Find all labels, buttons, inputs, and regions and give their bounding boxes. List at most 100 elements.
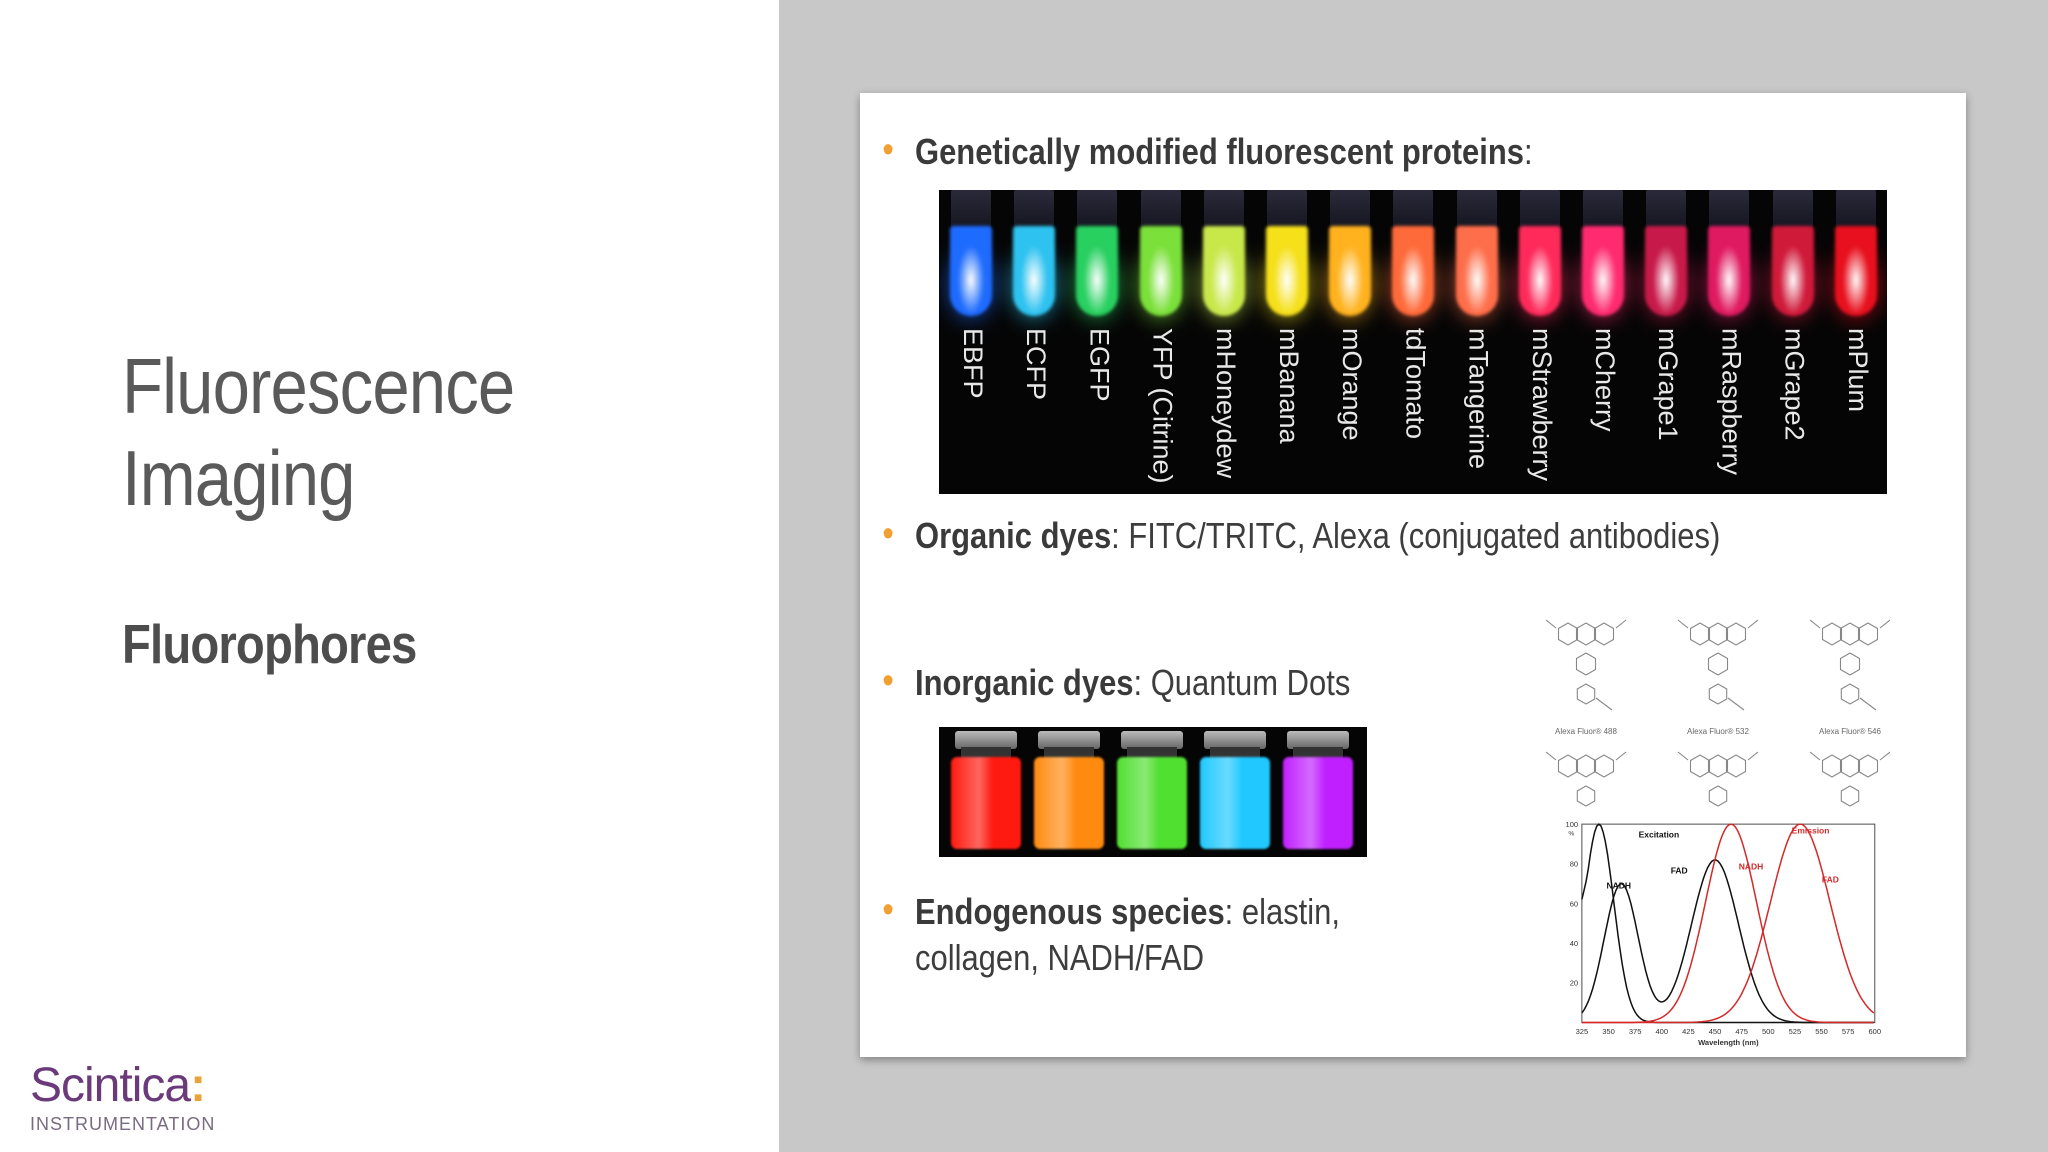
protein-label: YFP (Citrine) [1147, 328, 1178, 484]
vial-cap [955, 731, 1017, 749]
bond [1545, 619, 1557, 629]
bullet-bold: Inorganic dyes [915, 662, 1134, 703]
tube-cap [1519, 190, 1560, 230]
vial-neck [1293, 747, 1343, 759]
y-unit-label: % [1568, 830, 1574, 837]
tube-cap [1772, 190, 1813, 230]
tube-cap [1583, 190, 1623, 230]
left-panel: Fluorescence Imaging Fluorophores Scinti… [0, 0, 779, 1152]
tube-cap [1140, 190, 1181, 230]
protein-tube: mRaspberry [1705, 190, 1754, 494]
protein-label: mGrape1 [1653, 328, 1684, 441]
fad-excitation-label: FAD [1671, 865, 1688, 875]
alexa-structures-image: Alexa Fluor® 488 Alexa Fluor® 532 Alexa … [1545, 619, 1890, 807]
protein-tube: mStrawberry [1515, 190, 1564, 494]
y-tick-label: 20 [1570, 979, 1578, 988]
bond [1545, 751, 1557, 761]
bullet-inorganic-dyes: • Inorganic dyes: Quantum Dots [882, 660, 1350, 706]
protein-tube: mHoneydew [1199, 190, 1248, 494]
ring [1839, 754, 1861, 778]
protein-label: mStrawberry [1526, 328, 1557, 482]
logo-name: Scintica: [30, 1062, 215, 1110]
protein-tube: mOrange [1326, 190, 1375, 494]
protein-tube: mGrape2 [1768, 190, 1817, 494]
ring [1821, 622, 1843, 646]
fad-emission-label: FAD [1822, 875, 1839, 885]
ring [1840, 785, 1860, 807]
logo-name-text: Scintica [30, 1059, 191, 1112]
protein-label: mOrange [1337, 328, 1368, 441]
ring [1725, 754, 1747, 778]
tube-cap [1014, 190, 1055, 230]
bond [1859, 697, 1877, 711]
bullet-dot: • [882, 660, 894, 702]
excitation-label: Excitation [1639, 829, 1680, 839]
protein-tube: mPlum [1831, 190, 1880, 494]
title-line-2: Imaging [122, 434, 355, 522]
ring [1708, 683, 1728, 705]
ring [1593, 754, 1615, 778]
vial-neck [1127, 747, 1177, 759]
y-tick-label: 80 [1570, 860, 1578, 869]
protein-label: mPlum [1842, 328, 1873, 413]
x-tick-label: 475 [1735, 1027, 1748, 1036]
bullet-dot: • [882, 129, 894, 171]
vial-neck [1044, 747, 1094, 759]
vial-cap [1287, 731, 1349, 749]
alexa-label-2: Alexa Fluor® 532 [1687, 727, 1749, 736]
bullet-proteins: • Genetically modified fluorescent protei… [882, 129, 1533, 175]
quantum-dot-vial [1281, 727, 1355, 857]
protein-tube: EGFP [1073, 190, 1122, 494]
ring [1576, 785, 1596, 807]
bullet-dot: • [882, 889, 894, 931]
vial-liquid [1283, 757, 1353, 849]
bullet-rest: : [1524, 131, 1533, 172]
ring [1708, 785, 1728, 807]
x-tick-label: 500 [1762, 1027, 1775, 1036]
quantum-dot-vial [1032, 727, 1106, 857]
ring [1707, 754, 1729, 778]
protein-tube: ECFP [1010, 190, 1059, 494]
tube-cap [1709, 190, 1750, 230]
bond [1879, 619, 1890, 629]
alexa-label-1: Alexa Fluor® 488 [1555, 727, 1617, 736]
emission-label: Emission [1792, 826, 1830, 836]
protein-label: ECFP [1021, 328, 1052, 401]
x-tick-label: 400 [1655, 1027, 1668, 1036]
tube-liquid [1013, 226, 1056, 316]
scintica-logo: Scintica: INSTRUMENTATION [30, 1062, 215, 1135]
tube-liquid [1455, 226, 1498, 316]
bond [1595, 697, 1613, 711]
tube-liquid [950, 226, 992, 316]
tube-cap [1646, 190, 1687, 230]
protein-tube: tdTomato [1389, 190, 1438, 494]
quantum-dot-vial [1115, 727, 1189, 857]
bullet-rest: : FITC/TRITC, Alexa (conjugated antibodi… [1111, 515, 1721, 556]
tube-cap [1330, 190, 1371, 230]
protein-tube: mTangerine [1452, 190, 1501, 494]
x-tick-label: 550 [1815, 1027, 1828, 1036]
protein-label: EGFP [1084, 328, 1115, 402]
x-tick-label: 425 [1682, 1027, 1695, 1036]
nadh-fad-spectrum-chart: 325 350 375 400 425 450 475 500 525 550 575 600 100 8… [1566, 820, 1882, 1047]
protein-label: mTangerine [1463, 328, 1494, 470]
tube-cap [1835, 190, 1876, 230]
bond [1747, 619, 1759, 629]
vial-liquid [951, 757, 1021, 849]
ring [1821, 754, 1843, 778]
spectrum-curve [1581, 823, 1875, 1024]
protein-label: mCherry [1590, 328, 1620, 432]
x-tick-label: 450 [1709, 1027, 1722, 1036]
ring [1857, 754, 1879, 778]
vial-neck [1210, 747, 1260, 759]
vial-liquid [1200, 757, 1270, 849]
tube-liquid [1518, 226, 1561, 316]
tube-liquid [1392, 226, 1435, 316]
vial-cap [1038, 731, 1100, 749]
tube-liquid [1834, 226, 1877, 316]
nadh-emission-label: NADH [1739, 861, 1764, 871]
ring [1576, 683, 1596, 705]
tube-cap [1077, 190, 1118, 230]
title-line-1: Fluorescence [122, 342, 515, 430]
slide-subtitle: Fluorophores [122, 613, 417, 675]
